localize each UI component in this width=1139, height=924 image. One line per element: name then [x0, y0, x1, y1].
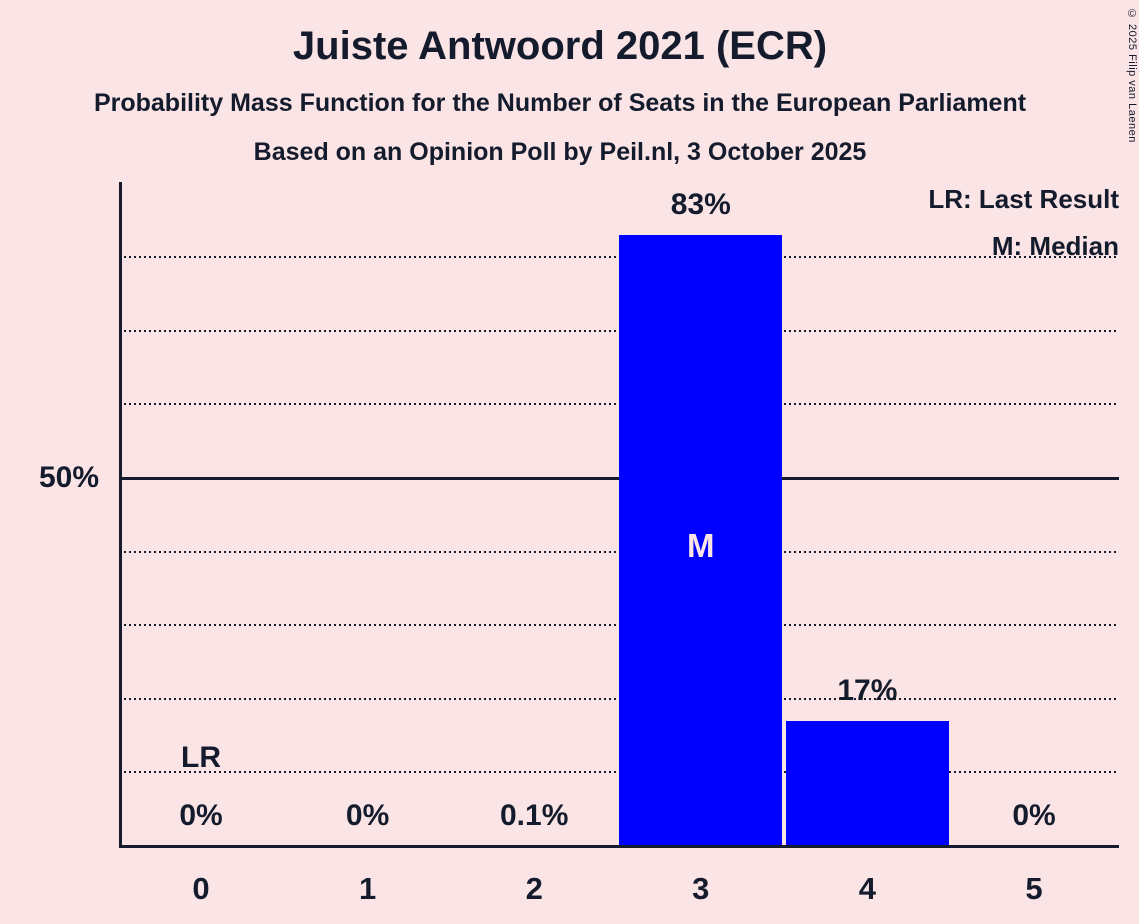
chart-subtitle-line2: Based on an Opinion Poll by Peil.nl, 3 O…: [253, 138, 867, 166]
value-label-seats-4: 17%: [837, 673, 898, 707]
legend-median: M: Median: [991, 231, 1119, 261]
gridline-solid-50: [119, 477, 1119, 480]
value-label-seats-1: 0%: [345, 799, 390, 832]
copyright-notice: © 2025 Filip van Laenen: [1126, 8, 1138, 143]
value-label-seats-5: 0%: [1012, 799, 1056, 832]
value-label-seats-3: 83%: [670, 188, 731, 222]
legend-last-result: LR: Last Result: [928, 184, 1119, 214]
x-tick-label-4: 4: [858, 871, 877, 906]
gridline-dotted-20: [119, 697, 1119, 700]
x-tick-label-3: 3: [692, 871, 710, 906]
gridline-dotted-30: [119, 624, 1119, 627]
x-tick-label-2: 2: [525, 871, 543, 906]
bar-seats-3: [619, 235, 783, 846]
last-result-marker: LR: [181, 741, 221, 774]
x-tick-label-1: 1: [358, 871, 377, 906]
value-label-seats-2: 0.1%: [499, 799, 569, 832]
bar-seats-4: [785, 720, 949, 846]
chart-title: Juiste Antwoord 2021 (ECR): [292, 24, 828, 68]
value-label-seats-0: 0%: [179, 799, 223, 832]
y-axis-line: [119, 182, 122, 848]
gridline-dotted-60: [119, 403, 1119, 406]
chart-subtitle-line1: Probability Mass Function for the Number…: [93, 89, 1027, 117]
gridline-dotted-10: [119, 771, 1119, 774]
median-marker: M: [687, 527, 715, 564]
y-axis-tick-label-50: 50%: [38, 461, 99, 494]
gridline-dotted-80: [119, 256, 1119, 259]
gridline-dotted-40: [119, 550, 1119, 553]
x-axis-line: [119, 845, 1119, 848]
x-tick-label-0: 0: [192, 871, 210, 906]
gridline-dotted-70: [119, 329, 1119, 332]
x-tick-label-5: 5: [1025, 871, 1043, 906]
